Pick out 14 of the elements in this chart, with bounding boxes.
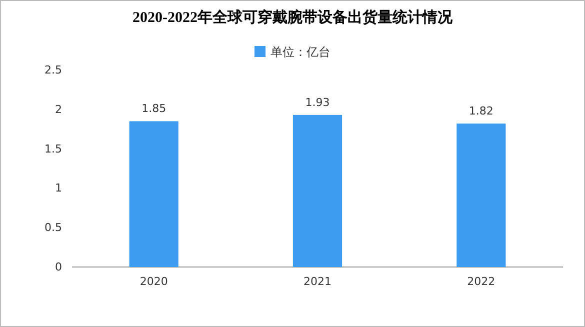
data-label: 1.82 xyxy=(468,104,494,118)
chart-title: 2020-2022年全球可穿戴腕带设备出货量统计情况 xyxy=(132,8,454,26)
data-label: 1.93 xyxy=(305,96,330,109)
y-tick-label: 2.5 xyxy=(44,64,62,77)
legend-label: 单位：亿台 xyxy=(270,45,330,59)
x-tick-label: 2021 xyxy=(304,274,332,288)
data-label: 1.85 xyxy=(142,102,166,116)
x-tick-label: 2020 xyxy=(140,274,168,288)
y-tick-label: 0.5 xyxy=(44,221,62,234)
y-tick-label: 2 xyxy=(55,102,62,116)
y-tick-label: 1 xyxy=(55,182,62,195)
x-tick-label: 2022 xyxy=(467,274,496,288)
y-tick-label: 1.5 xyxy=(44,142,62,156)
y-tick-label: 0 xyxy=(55,260,62,274)
